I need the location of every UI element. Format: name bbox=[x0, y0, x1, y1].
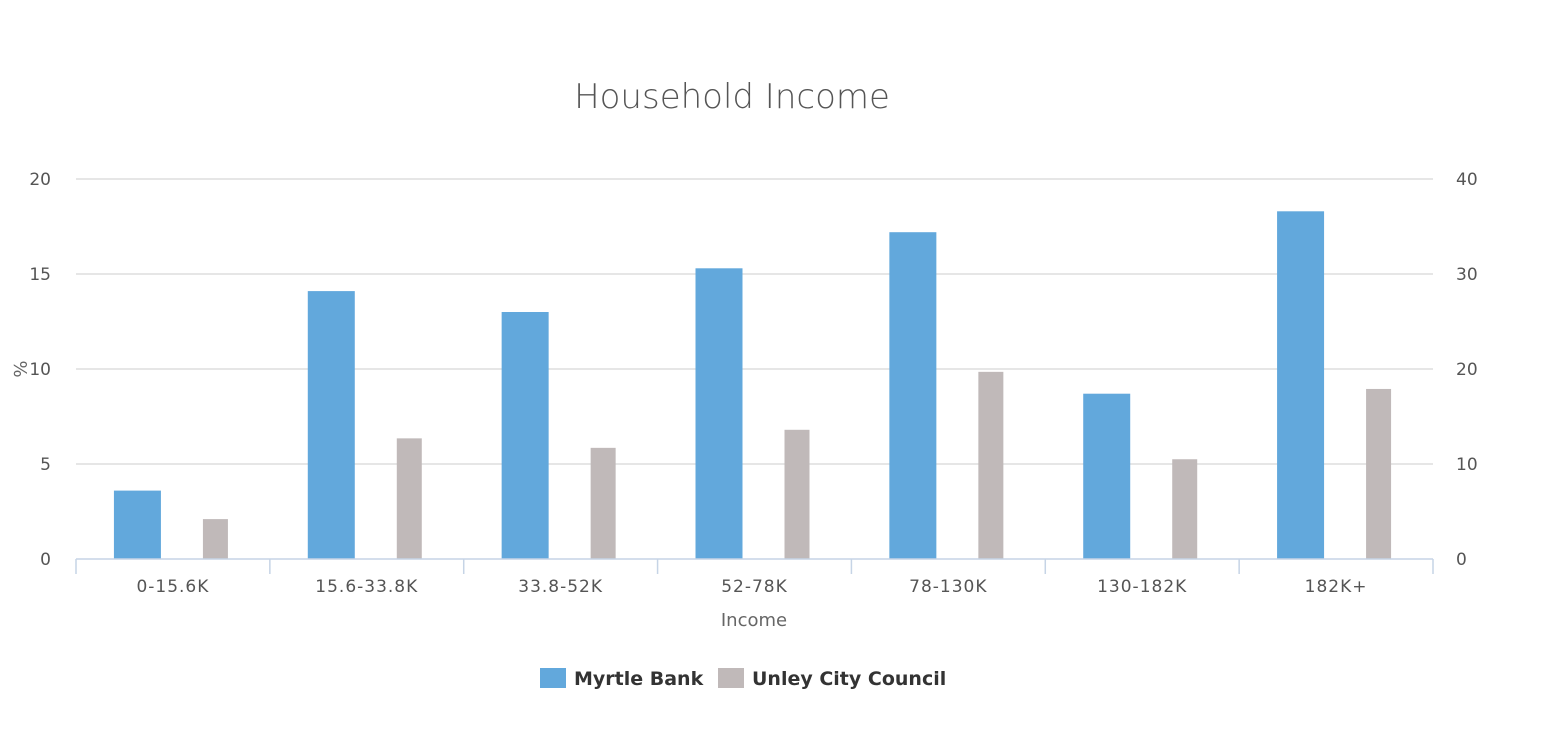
legend: Myrtle Bank Unley City Council bbox=[540, 668, 946, 690]
x-axis-title: Income bbox=[721, 610, 787, 631]
bar bbox=[501, 312, 549, 559]
y-right-tick-label: 30 bbox=[1456, 265, 1478, 285]
legend-swatch bbox=[718, 668, 744, 688]
bar bbox=[889, 232, 937, 559]
x-tick-label: 78-130K bbox=[909, 577, 987, 597]
grid-lines bbox=[76, 178, 1433, 465]
y-left-tick-label: 0 bbox=[40, 550, 51, 570]
x-tick-label: 130-182K bbox=[1097, 577, 1187, 597]
bar bbox=[1172, 459, 1198, 559]
legend-label: Myrtle Bank bbox=[574, 668, 704, 690]
x-tick-label: 33.8-52K bbox=[518, 577, 603, 597]
legend-swatch bbox=[540, 668, 566, 688]
right-y-axis: 0 10 20 30 40 bbox=[1456, 170, 1478, 570]
chart-title: Household Income bbox=[574, 77, 890, 117]
x-tick-label: 15.6-33.8K bbox=[315, 577, 418, 597]
y-left-tick-label: 10 bbox=[29, 360, 51, 380]
bar bbox=[396, 438, 422, 559]
bars bbox=[113, 211, 1392, 560]
legend-label: Unley City Council bbox=[752, 668, 946, 690]
y-left-tick-label: 5 bbox=[40, 455, 51, 475]
bar bbox=[307, 291, 355, 559]
y-right-tick-label: 0 bbox=[1456, 550, 1467, 570]
bar bbox=[695, 268, 743, 559]
x-axis: 0-15.6K 15.6-33.8K 33.8-52K 52-78K 78-130K 13… bbox=[75, 558, 1434, 597]
y-right-tick-label: 40 bbox=[1456, 170, 1478, 190]
bar bbox=[784, 429, 810, 559]
y-axis-title: % bbox=[9, 360, 30, 377]
y-right-tick-label: 20 bbox=[1456, 360, 1478, 380]
bar bbox=[1277, 211, 1325, 560]
bar bbox=[978, 371, 1004, 559]
x-tick-label: 52-78K bbox=[721, 577, 788, 597]
x-tick-label: 182K+ bbox=[1305, 577, 1368, 597]
y-left-tick-label: 20 bbox=[29, 170, 51, 190]
y-left-tick-label: 15 bbox=[29, 265, 51, 285]
bar bbox=[590, 447, 616, 559]
left-y-axis: 0 5 10 15 20 bbox=[29, 170, 51, 570]
bar bbox=[113, 490, 161, 559]
bar bbox=[202, 519, 228, 559]
x-tick-label: 0-15.6K bbox=[136, 577, 209, 597]
bar bbox=[1366, 388, 1392, 559]
y-right-tick-label: 10 bbox=[1456, 455, 1478, 475]
bar bbox=[1083, 393, 1131, 559]
